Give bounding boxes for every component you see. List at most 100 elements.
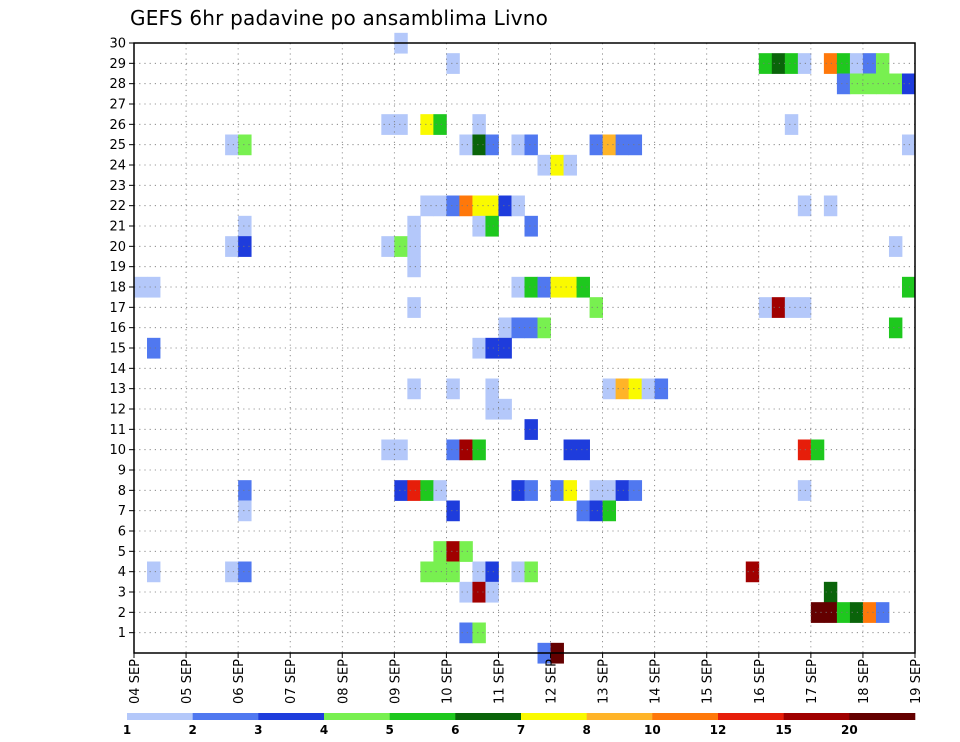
heatmap-cell (615, 378, 630, 400)
heatmap-cell (433, 195, 447, 217)
heatmap-cell (485, 195, 499, 217)
heatmap-cell (511, 480, 525, 501)
heatmap-cell (446, 439, 460, 461)
x-tick-label: 10 SEP (440, 659, 455, 704)
heatmap-cell (563, 276, 577, 298)
heatmap-cell (589, 480, 603, 501)
heatmap-cell (485, 134, 499, 156)
y-axis-ticks: 1234567891011121314151617181920212223242… (109, 37, 134, 641)
heatmap-cell (472, 215, 486, 237)
heatmap-cell (784, 53, 799, 74)
heatmap-cell (394, 480, 408, 501)
legend-label: 1 (123, 723, 131, 737)
heatmap-cell (758, 297, 773, 318)
heatmap-cell (381, 236, 395, 257)
heatmap-cell (654, 378, 669, 400)
heatmap-cell (589, 500, 603, 522)
legend-swatch (258, 713, 325, 720)
heatmap-cell (615, 480, 630, 501)
y-tick-label: 14 (109, 362, 126, 377)
legend-label: 7 (517, 723, 525, 737)
heatmap-cell (550, 154, 564, 176)
heatmap-cell (524, 215, 538, 237)
y-tick-label: 21 (109, 220, 126, 235)
heatmap-cell (628, 480, 643, 501)
heatmap-cell (446, 378, 460, 400)
x-tick-label: 05 SEP (180, 659, 195, 704)
y-tick-label: 16 (109, 321, 126, 336)
heatmap-cell (472, 561, 486, 583)
heatmap-cell (147, 276, 161, 298)
x-tick-label: 19 SEP (909, 659, 924, 704)
heatmap-cell (511, 195, 525, 217)
heatmap-cell (394, 114, 408, 135)
heatmap-cell (771, 297, 786, 318)
x-tick-label: 17 SEP (805, 659, 820, 704)
x-tick-label: 18 SEP (857, 659, 872, 704)
y-tick-label: 29 (109, 57, 126, 72)
y-tick-label: 9 (118, 464, 126, 479)
x-tick-label: 13 SEP (597, 659, 612, 704)
heatmap-cell (823, 581, 838, 603)
heatmap-cell (407, 378, 421, 400)
heatmap-cell (238, 500, 252, 522)
heatmap-cell (498, 398, 512, 420)
heatmap-cell (498, 337, 512, 359)
y-tick-label: 22 (109, 199, 126, 214)
legend-swatch (455, 713, 522, 720)
heatmap-cell (433, 114, 447, 135)
heatmap-cell (472, 114, 486, 135)
heatmap-cell (420, 480, 434, 501)
heatmap-cell (537, 154, 551, 176)
heatmap-cell (485, 561, 499, 583)
heatmap-cell (381, 439, 395, 461)
heatmap-cell (836, 53, 851, 74)
heatmap-cell (225, 236, 239, 257)
heatmap-cell (407, 256, 421, 278)
y-tick-label: 26 (109, 118, 126, 133)
heatmap-cell (459, 622, 473, 644)
heatmap-cell (472, 581, 486, 603)
y-tick-label: 15 (109, 342, 126, 357)
heatmap-cell (836, 73, 851, 95)
legend-label: 6 (451, 723, 459, 737)
heatmap-cell (485, 215, 499, 237)
heatmap-cell (758, 53, 773, 74)
legend-label: 8 (582, 723, 590, 737)
heatmap-cell (238, 236, 252, 257)
colorbar-legend: 1 2 3 4 5 6 7 8 10 12 15 20 (123, 713, 916, 737)
heatmap-cell (407, 236, 421, 257)
legend-swatch (521, 713, 587, 720)
heatmap-cell (394, 236, 408, 257)
heatmap-cell (459, 134, 473, 156)
heatmap-cell (589, 297, 603, 318)
heatmap-cell (888, 73, 903, 95)
heatmap-cell (563, 480, 577, 501)
y-tick-label: 25 (109, 138, 126, 153)
heatmap-cell (628, 378, 643, 400)
y-tick-label: 20 (109, 240, 126, 255)
x-tick-label: 12 SEP (545, 659, 560, 704)
heatmap-cell (511, 134, 525, 156)
heatmap-cell (472, 134, 486, 156)
y-tick-label: 28 (109, 77, 126, 92)
heatmap-cell (459, 541, 473, 562)
heatmap-cell (537, 317, 551, 339)
heatmap-cell (875, 53, 890, 74)
heatmap-cell (810, 439, 825, 461)
heatmap-cell (147, 337, 161, 359)
heatmap-cell (238, 215, 252, 237)
heatmap-cell (862, 53, 877, 74)
legend-label: 5 (385, 723, 393, 737)
heatmap-cell (550, 480, 564, 501)
heatmap-cell (797, 195, 812, 217)
heatmap-cell (420, 114, 434, 135)
heatmap-cell (472, 337, 486, 359)
heatmap-cell (472, 439, 486, 461)
legend-swatch (849, 713, 916, 720)
heatmap-cell (849, 73, 864, 95)
heatmap-cell (524, 134, 538, 156)
heatmap-cell (459, 195, 473, 217)
y-tick-label: 3 (118, 586, 126, 601)
heatmap-cell (238, 134, 252, 156)
